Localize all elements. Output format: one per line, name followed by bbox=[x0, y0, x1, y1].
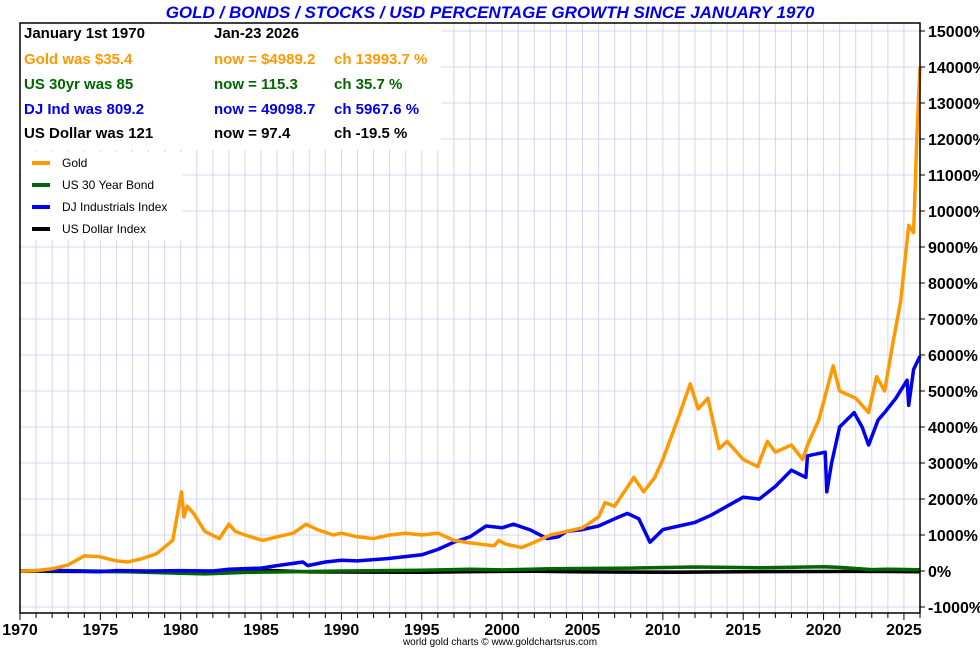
info-bond-change: ch 35.7 % bbox=[334, 76, 403, 93]
legend-swatch-bond bbox=[32, 183, 50, 187]
info-bond-was: US 30yr was 85 bbox=[24, 76, 134, 93]
x-tick-label: 2010 bbox=[645, 622, 681, 639]
legend-swatch-dollar bbox=[32, 227, 50, 231]
y-tick-label: -1000% bbox=[928, 600, 980, 617]
legend-item-dow[interactable]: DJ Industrials Index bbox=[22, 196, 182, 218]
y-tick-label: 0% bbox=[928, 564, 951, 581]
info-dollar-now: now = 97.4 bbox=[214, 125, 291, 142]
info-dollar-was: US Dollar was 121 bbox=[24, 125, 154, 142]
legend-label: Gold bbox=[62, 156, 88, 170]
legend-swatch-dow bbox=[32, 205, 50, 209]
x-tick-label: 1975 bbox=[83, 622, 119, 639]
y-tick-label: 2000% bbox=[928, 492, 978, 509]
x-tick-label: 2015 bbox=[725, 622, 761, 639]
info-start-date: January 1st 1970 bbox=[24, 25, 145, 42]
x-tick-label: 2020 bbox=[806, 622, 842, 639]
legend-swatch-gold bbox=[32, 161, 50, 165]
y-tick-label: 11000% bbox=[928, 168, 980, 185]
y-tick-label: 12000% bbox=[928, 132, 980, 149]
legend-label: US Dollar Index bbox=[62, 222, 147, 236]
info-bond-now: now = 115.3 bbox=[214, 76, 298, 93]
y-tick-label: 13000% bbox=[928, 96, 980, 113]
y-tick-label: 5000% bbox=[928, 384, 978, 401]
y-tick-label: 7000% bbox=[928, 312, 978, 329]
info-gold-was: Gold was $35.4 bbox=[24, 51, 133, 68]
x-tick-label: 1985 bbox=[243, 622, 279, 639]
legend: Gold US 30 Year Bond DJ Industrials Inde… bbox=[22, 152, 182, 240]
x-tick-label: 1990 bbox=[324, 622, 360, 639]
y-tick-label: 1000% bbox=[928, 528, 978, 545]
info-dow-change: ch 5967.6 % bbox=[334, 101, 420, 118]
info-dow-was: DJ Ind was 809.2 bbox=[24, 101, 145, 118]
x-tick-label: 1980 bbox=[163, 622, 199, 639]
series-line-us-30-year-bond bbox=[19, 564, 921, 576]
y-tick-label: 3000% bbox=[928, 456, 978, 473]
info-gold-change: ch 13993.7 % bbox=[334, 51, 428, 68]
legend-item-dollar[interactable]: US Dollar Index bbox=[22, 218, 182, 240]
y-tick-label: 4000% bbox=[928, 420, 978, 437]
legend-item-gold[interactable]: Gold bbox=[22, 152, 182, 174]
x-tick-label: 2000 bbox=[484, 622, 520, 639]
series-layer bbox=[19, 66, 922, 576]
x-tick-label: 2025 bbox=[886, 622, 922, 639]
footer-credit: world gold charts © www.goldchartsrus.co… bbox=[402, 637, 598, 648]
info-end-date: Jan-23 2026 bbox=[214, 25, 300, 42]
info-dollar-change: ch -19.5 % bbox=[334, 125, 408, 142]
y-tick-label: 14000% bbox=[928, 60, 980, 77]
x-tick-label: 2005 bbox=[565, 622, 601, 639]
y-tick-label: 10000% bbox=[928, 204, 980, 221]
y-tick-label: 6000% bbox=[928, 348, 978, 365]
series-line-gold bbox=[19, 66, 922, 573]
info-dow-now: now = 49098.7 bbox=[214, 101, 316, 118]
y-tick-label: 8000% bbox=[928, 276, 978, 293]
x-tick-label: 1995 bbox=[404, 622, 440, 639]
info-panel-background bbox=[21, 24, 441, 150]
chart-title: GOLD / BONDS / STOCKS / USD PERCENTAGE G… bbox=[165, 3, 815, 22]
y-axis: 15000% 14000% 13000% 12000% 11000% 10000% 9000… bbox=[920, 24, 980, 617]
info-gold-now: now = $4989.2 bbox=[214, 51, 316, 68]
y-tick-label: 9000% bbox=[928, 240, 978, 257]
legend-label: US 30 Year Bond bbox=[62, 178, 155, 192]
x-axis: 1970 1975 1980 1985 1990 1995 2000 2005 2010 2015… bbox=[2, 613, 922, 639]
y-tick-label: 15000% bbox=[928, 24, 980, 41]
legend-item-bond[interactable]: US 30 Year Bond bbox=[22, 174, 182, 196]
x-tick-label: 1970 bbox=[2, 622, 38, 639]
series-line-dj-industrials-index bbox=[19, 355, 922, 574]
legend-label: DJ Industrials Index bbox=[62, 200, 168, 214]
